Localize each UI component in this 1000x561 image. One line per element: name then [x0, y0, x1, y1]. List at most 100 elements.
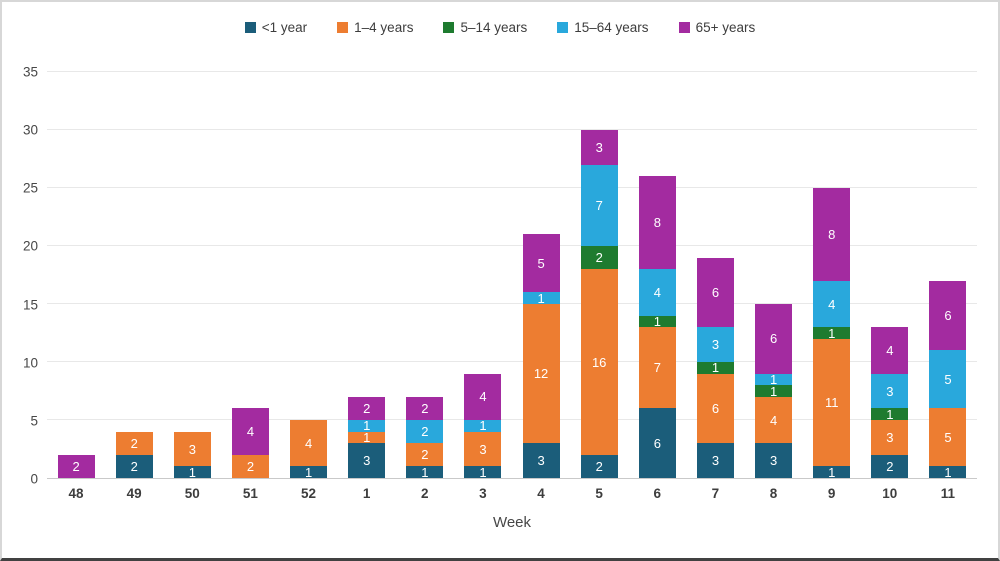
- bar-segment-label: 2: [130, 435, 138, 451]
- gridline: [47, 245, 977, 246]
- x-tick-label: 4: [537, 486, 545, 501]
- legend-swatch-icon: [443, 22, 455, 33]
- bar-segment: 5: [929, 408, 967, 467]
- legend-label: 1–4 years: [354, 20, 414, 35]
- legend-item: 1–4 years: [337, 20, 413, 35]
- bar-segment: 1: [348, 431, 386, 444]
- bar-segment: 2: [231, 454, 269, 478]
- x-tick-label: 9: [827, 486, 836, 501]
- bar-segment-label: 3: [886, 383, 894, 399]
- bar-segment-label: 1: [828, 325, 836, 341]
- bar-segment-label: 3: [769, 453, 778, 469]
- bar-segment: 6: [929, 280, 967, 351]
- bar-segment-label: 6: [653, 435, 661, 451]
- bar-segment: 1: [871, 408, 909, 421]
- bar-segment: 3: [348, 443, 386, 478]
- bar-segment-label: 1: [188, 464, 196, 480]
- bar-segment: 4: [755, 396, 793, 444]
- bar-segment: 3: [755, 443, 793, 478]
- bar-segment: 4: [871, 327, 909, 374]
- bar-week-5: 2 16 2 7 3: [580, 72, 618, 478]
- bar-segment-label: 2: [886, 458, 894, 474]
- bar-segment: 6: [755, 304, 793, 374]
- bar-segment: 2: [406, 396, 444, 420]
- legend-label: 65+ years: [695, 20, 756, 35]
- bar-segment: 1: [348, 418, 386, 434]
- bar-segment: 6: [696, 373, 734, 444]
- legend-item: <1 year: [244, 20, 308, 35]
- bar-segment: 2: [871, 454, 909, 478]
- x-tick-label: 7: [711, 486, 720, 501]
- bar-segment: 4: [231, 408, 269, 455]
- gridline: [47, 187, 977, 188]
- bar-segment-label: 1: [653, 313, 661, 329]
- bar-segment: 2: [115, 454, 153, 478]
- bar-segment-label: 1: [363, 418, 371, 434]
- bar-segment-label: 1: [421, 464, 429, 480]
- legend-swatch-icon: [557, 22, 569, 33]
- bar-segment-label: 1: [769, 371, 778, 387]
- legend-label: <1 year: [261, 20, 308, 35]
- bar-segment-label: 5: [944, 429, 952, 445]
- bar-segment-label: 2: [595, 250, 603, 266]
- bar-segment-label: 4: [769, 412, 778, 428]
- bar-segment-label: 3: [711, 337, 720, 353]
- bar-segment: 12: [522, 304, 560, 444]
- bar-segment: 5: [929, 350, 967, 409]
- bar-segment-label: 3: [188, 441, 196, 457]
- bar-segment: 3: [580, 130, 618, 165]
- bar-segment-label: 2: [595, 458, 603, 474]
- bar-segment: 8: [813, 188, 851, 281]
- bar-segment: 1: [173, 464, 211, 480]
- x-axis: 48 49 50 51 52 1 2 3 4 5 6 7 8 9 10 11: [47, 486, 977, 504]
- gridline: [47, 419, 977, 420]
- bar-segment: 1: [929, 466, 967, 479]
- bar-segment: 2: [406, 420, 444, 444]
- gridline: [47, 129, 977, 130]
- bar-week-6: 6 7 1 4 8: [638, 72, 676, 478]
- bar-segment: 4: [464, 373, 502, 420]
- x-tick-label: 51: [242, 486, 258, 501]
- bar-segment-label: 3: [595, 139, 603, 155]
- bar-segment: 7: [580, 164, 618, 246]
- bar-segment: 11: [813, 338, 851, 467]
- y-tick-label: 15: [22, 297, 38, 313]
- bar-segment: 8: [638, 176, 676, 270]
- bar-segment-label: 1: [479, 464, 487, 480]
- bar-segment-label: 8: [653, 215, 661, 231]
- y-tick-label: 5: [30, 413, 38, 429]
- bar-segment: 6: [696, 257, 734, 328]
- bar-segment: 4: [813, 280, 851, 328]
- bar-week-10: 2 3 1 3 4: [871, 72, 909, 478]
- bar-week-7: 3 6 1 3 6: [696, 72, 734, 478]
- bar-segment: 6: [638, 408, 676, 478]
- bar-segment-label: 8: [828, 226, 836, 242]
- bar-segment: 16: [580, 269, 618, 455]
- bar-segment: 4: [638, 269, 676, 316]
- bar-segment-label: 3: [537, 453, 545, 469]
- y-tick-label: 10: [22, 355, 38, 371]
- bar-segment: 3: [464, 431, 502, 467]
- bar-segment: 2: [57, 454, 95, 478]
- bar-segment: 3: [696, 443, 734, 478]
- bar-segment-label: 7: [595, 197, 603, 213]
- x-tick-label: 8: [769, 486, 778, 501]
- y-tick-label: 30: [22, 122, 38, 138]
- legend-label: 5–14 years: [460, 20, 528, 35]
- y-tick-label: 25: [22, 180, 38, 196]
- bar-segment: 5: [522, 234, 560, 293]
- x-tick-label: 3: [479, 486, 487, 501]
- bar-segment-label: 2: [246, 458, 255, 474]
- bar-segment-label: 3: [479, 441, 487, 457]
- bar-segment: 1: [755, 371, 793, 387]
- bar-segment-label: 4: [828, 296, 836, 312]
- bar-segment-label: 2: [421, 447, 429, 463]
- bar-segment-label: 5: [537, 255, 545, 271]
